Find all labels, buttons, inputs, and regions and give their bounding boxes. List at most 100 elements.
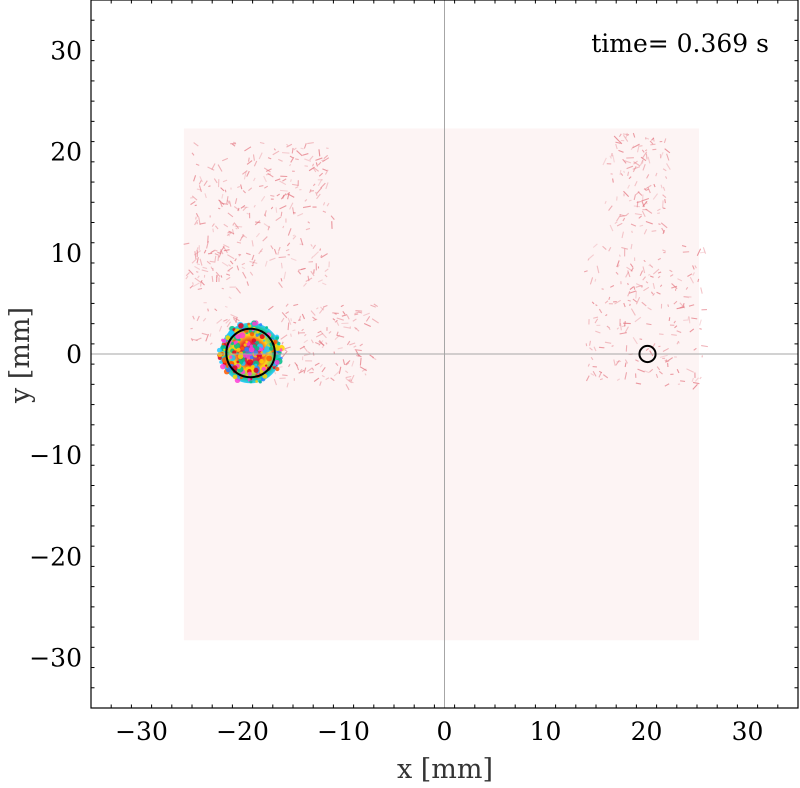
wake-streak xyxy=(214,255,217,263)
wake-streak xyxy=(241,266,246,270)
wake-streak xyxy=(657,275,661,279)
wake-streak xyxy=(336,317,344,321)
wake-streak xyxy=(653,183,656,188)
wake-streak xyxy=(353,345,357,348)
wake-streak xyxy=(285,248,290,252)
wake-streak xyxy=(189,285,194,289)
wake-streak xyxy=(260,195,266,202)
wake-streak xyxy=(312,318,318,322)
vortex-particle xyxy=(243,343,247,347)
wake-streak xyxy=(287,322,290,331)
wake-streak xyxy=(233,318,238,324)
wake-streak xyxy=(285,311,290,315)
wake-streak xyxy=(632,166,640,170)
wake-streak xyxy=(336,331,339,336)
wake-streak xyxy=(627,270,631,278)
wake-streak xyxy=(609,224,614,232)
wake-streak xyxy=(645,220,653,225)
wake-streak xyxy=(332,318,336,321)
wake-streak xyxy=(306,367,313,373)
wake-streak xyxy=(258,185,264,188)
wake-streak xyxy=(626,134,630,137)
wake-streak xyxy=(235,227,238,230)
wake-streak xyxy=(252,259,256,265)
wake-streak xyxy=(208,185,211,188)
wake-streak xyxy=(270,245,274,250)
wake-streak xyxy=(584,270,588,273)
wake-streak xyxy=(627,171,630,176)
vortex-particle xyxy=(262,349,267,354)
wake-streak xyxy=(280,189,288,192)
wake-streak xyxy=(351,360,355,367)
wake-streak xyxy=(628,199,632,202)
wake-streak xyxy=(224,189,227,193)
wake-streak xyxy=(293,303,299,307)
wake-streak xyxy=(688,304,695,307)
wake-streak xyxy=(228,230,235,235)
wake-streak xyxy=(235,287,241,294)
wake-streak xyxy=(310,339,314,344)
wake-streak xyxy=(311,255,314,259)
vortex-particle xyxy=(249,380,253,384)
wake-streak xyxy=(682,303,685,306)
wake-streak xyxy=(593,316,599,319)
wake-streak xyxy=(317,330,322,334)
wake-right xyxy=(584,132,708,390)
wake-streak xyxy=(601,288,604,290)
wake-streak xyxy=(319,248,322,251)
wake-streak xyxy=(619,332,627,335)
wake-streak xyxy=(633,161,641,167)
wake-streak xyxy=(619,170,622,176)
wake-streak xyxy=(641,301,647,307)
wake-streak xyxy=(590,356,594,361)
wake-streak xyxy=(264,260,268,267)
vortex-particle xyxy=(244,347,249,352)
wake-streak xyxy=(321,366,326,373)
wake-streak xyxy=(692,272,695,276)
vortex-particle xyxy=(248,346,255,353)
wake-streak xyxy=(642,276,646,281)
wake-streak xyxy=(233,222,240,229)
wake-streak xyxy=(241,233,248,239)
wake-streak xyxy=(196,257,199,264)
wake-streak xyxy=(207,252,213,255)
wake-streak xyxy=(311,368,314,371)
wake-streak xyxy=(636,200,642,204)
wake-streak xyxy=(316,307,319,310)
wake-streak xyxy=(221,193,224,199)
wake-streak xyxy=(642,200,648,207)
wake-streak xyxy=(627,184,630,189)
wake-streak xyxy=(625,212,630,216)
wake-streak xyxy=(632,132,636,138)
wake-streak xyxy=(245,252,251,256)
wake-streak xyxy=(345,375,352,379)
wake-streak xyxy=(336,334,345,338)
wake-streak xyxy=(662,229,665,235)
wake-streak xyxy=(210,250,215,254)
wake-streak xyxy=(241,262,246,266)
wake-streak xyxy=(203,249,207,254)
wake-streak xyxy=(622,217,626,222)
wake-streak xyxy=(664,383,670,387)
wake-streak xyxy=(246,160,253,165)
wake-streak xyxy=(316,193,321,200)
wake-streak xyxy=(594,318,599,324)
wake-streak xyxy=(660,184,663,189)
wake-streak xyxy=(221,261,229,267)
wake-streak xyxy=(251,240,254,247)
wake-streak xyxy=(345,377,352,384)
wake-streak xyxy=(322,304,328,308)
wake-streak xyxy=(262,236,268,242)
wake-streak xyxy=(227,212,234,218)
wake-streak xyxy=(214,308,218,312)
wake-streak xyxy=(589,347,593,351)
wake-streak xyxy=(223,318,228,322)
wake-streak xyxy=(252,154,255,161)
wake-streak xyxy=(286,242,291,247)
vortex-particle xyxy=(245,340,248,344)
wake-streak xyxy=(338,366,342,374)
wake-streak xyxy=(669,274,674,277)
wake-streak xyxy=(246,170,250,177)
wake-streak xyxy=(361,368,367,372)
wake-streak xyxy=(192,315,195,320)
